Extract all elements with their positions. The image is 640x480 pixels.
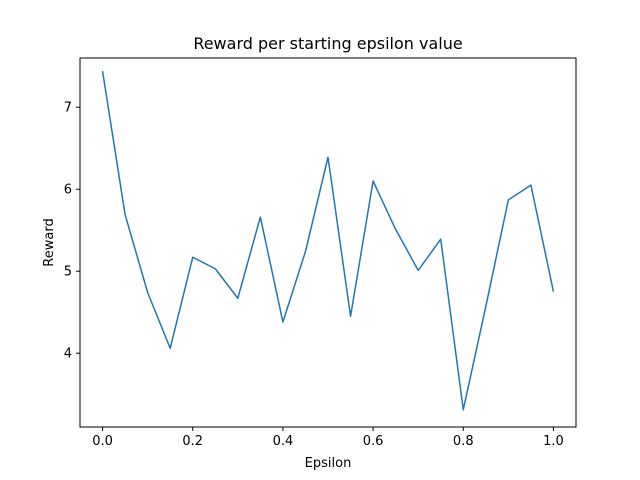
y-axis-ticks: 4 5 6 7 xyxy=(64,101,80,362)
chart-title: Reward per starting epsilon value xyxy=(193,34,462,53)
x-tick-label: 0.0 xyxy=(92,434,113,449)
x-tick-label: 0.2 xyxy=(182,434,203,449)
x-tick-label: 0.8 xyxy=(453,434,474,449)
x-tick-label: 0.4 xyxy=(273,434,294,449)
x-tick-label: 1.0 xyxy=(543,434,564,449)
x-axis-ticks: 0.0 0.2 0.4 0.6 0.8 1.0 xyxy=(92,427,564,449)
y-tick-label: 5 xyxy=(64,265,72,280)
y-axis-label: Reward xyxy=(42,218,57,266)
plot-area-frame xyxy=(79,57,577,428)
x-tick-label: 0.6 xyxy=(363,434,384,449)
x-axis-label: Epsilon xyxy=(305,456,352,471)
series-line xyxy=(101,71,555,411)
y-tick-label: 6 xyxy=(64,183,72,198)
series-layer xyxy=(101,71,555,411)
y-tick-label: 7 xyxy=(64,101,72,116)
y-tick-label: 4 xyxy=(64,347,72,362)
